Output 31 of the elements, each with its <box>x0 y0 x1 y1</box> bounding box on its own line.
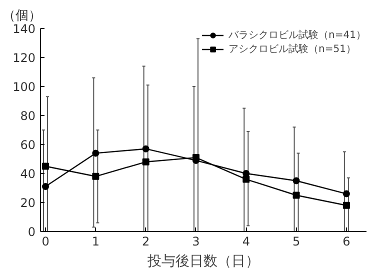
point <box>92 150 100 157</box>
y-tick-label: 100 <box>12 80 36 94</box>
point <box>292 177 300 184</box>
y-tick-label: 140 <box>12 22 36 36</box>
x-axis-title: 投与後日数（日） <box>146 254 260 270</box>
point <box>142 145 150 152</box>
point <box>342 190 350 198</box>
y-tick-label: 40 <box>20 167 36 181</box>
legend-label: バラシクロビル試験（n=41） <box>228 28 366 42</box>
point <box>42 183 50 190</box>
point <box>92 172 100 180</box>
legend-label: アシクロビル試験（n=51） <box>228 42 356 56</box>
point <box>242 176 250 183</box>
point <box>142 158 150 166</box>
x-tick-label: 1 <box>92 234 100 248</box>
y-tick-label: 120 <box>12 51 36 65</box>
y-axis-title: （個） <box>2 8 42 24</box>
point <box>342 202 350 209</box>
x-tick-label: 4 <box>242 234 250 248</box>
point <box>242 170 250 177</box>
x-tick-label: 5 <box>292 234 300 248</box>
y-tick-label: 20 <box>20 196 36 210</box>
x-tick-label: 3 <box>192 234 200 248</box>
x-tick-label: 0 <box>42 234 50 248</box>
point <box>292 192 300 199</box>
x-tick-label: 2 <box>142 234 150 248</box>
x-tick-label: 6 <box>342 234 350 248</box>
y-tick-label: 60 <box>20 138 36 152</box>
y-tick-label: 0 <box>28 225 36 239</box>
y-tick-label: 80 <box>20 109 36 123</box>
point <box>42 162 50 170</box>
